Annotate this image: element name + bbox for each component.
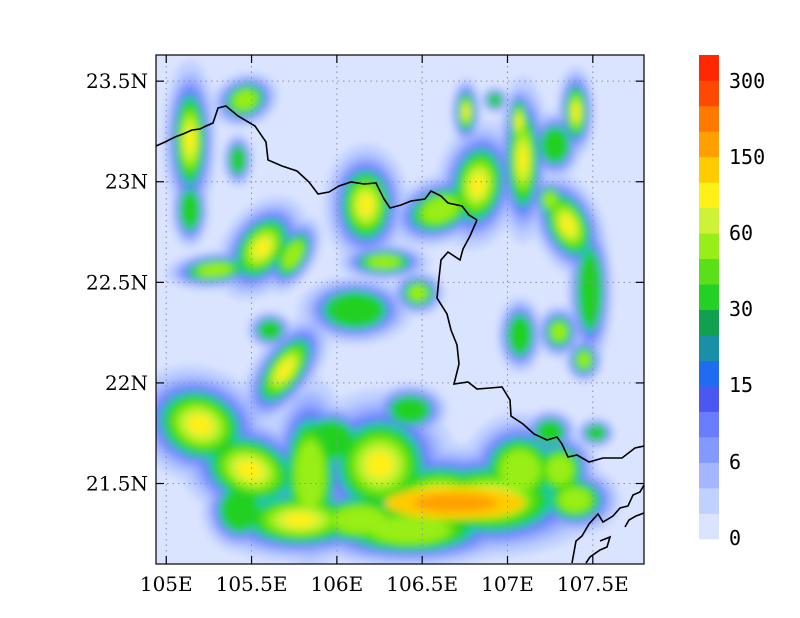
- lat-tick-label: 21.5N: [86, 472, 148, 496]
- colorbar-swatch: [699, 156, 719, 183]
- precip-contour: [541, 127, 569, 163]
- colorbar-swatch: [699, 462, 719, 489]
- colorbar-swatch: [699, 513, 719, 540]
- precip-contour: [284, 512, 316, 528]
- border-line-vietnam: [436, 219, 644, 463]
- precip-contour: [508, 316, 532, 354]
- lon-tick-label: 105E: [140, 572, 193, 596]
- coast-line-3: [585, 535, 612, 564]
- precip-contour: [188, 415, 212, 435]
- precip-contour: [470, 174, 486, 196]
- colorbar-swatch: [699, 80, 719, 107]
- precip-contour: [518, 145, 528, 175]
- precip-contour: [488, 93, 502, 107]
- colorbar-swatch: [699, 335, 719, 361]
- colorbar-swatch: [699, 309, 719, 336]
- precip-contour: [326, 292, 384, 328]
- colorbar-swatch: [699, 411, 719, 438]
- precip-contour: [198, 263, 232, 277]
- coast-line-2: [624, 512, 644, 528]
- precip-contour: [543, 192, 557, 208]
- precip-contour: [578, 252, 602, 328]
- precip-contour: [277, 360, 293, 380]
- longitude-labels: 105E 105.5E 106E 106.5E 107E 107.5E: [140, 572, 629, 596]
- precip-contour: [391, 396, 429, 424]
- colorbar-swatch: [699, 207, 719, 234]
- lon-tick-label: 107.5E: [557, 572, 629, 596]
- precip-contour: [561, 215, 575, 235]
- border-line-north: [156, 105, 478, 221]
- precip-contour: [516, 115, 522, 129]
- precip-contour: [254, 239, 270, 257]
- precip-contour: [283, 242, 303, 268]
- colorbar-label: 60: [729, 221, 753, 245]
- precip-contour: [295, 441, 325, 509]
- coast-line-1: [571, 484, 644, 564]
- plot-frame: [155, 54, 645, 565]
- country-borders: [156, 105, 644, 564]
- colorbar-label: 300: [729, 69, 765, 93]
- precip-contour: [230, 146, 246, 174]
- precip-contour: [500, 450, 540, 490]
- colorbar-swatch: [699, 360, 719, 387]
- precip-contour: [237, 460, 263, 480]
- colorbar-swatch: [699, 437, 719, 463]
- colorbar-label: 15: [729, 373, 753, 397]
- precip-contour: [221, 489, 259, 531]
- precip-contour: [185, 126, 195, 154]
- colorbar-swatch: [699, 233, 719, 260]
- lat-tick-label: 23.5N: [86, 69, 148, 93]
- colorbar-swatch: [699, 182, 719, 209]
- colorbar-label: 30: [729, 297, 753, 321]
- colorbar-swatch: [699, 131, 719, 158]
- precip-contour: [233, 90, 257, 110]
- precip-contour: [258, 320, 282, 340]
- colorbar-label: 0: [729, 526, 741, 550]
- lon-tick-label: 105.5E: [216, 572, 288, 596]
- colorbar-swatch: [699, 105, 719, 132]
- graticule: [156, 55, 644, 564]
- precip-core: [413, 494, 497, 512]
- lon-tick-label: 107E: [481, 572, 534, 596]
- colorbar-label: 150: [729, 145, 765, 169]
- lat-tick-label: 22.5N: [86, 270, 148, 294]
- colorbar-label: 6: [729, 450, 741, 474]
- precip-contour: [180, 191, 200, 229]
- lon-tick-label: 106.5E: [386, 572, 458, 596]
- latitude-labels: 23.5N 23N 22.5N 22N 21.5N: [86, 69, 148, 495]
- colorbar-swatch: [699, 488, 719, 514]
- precip-contour: [367, 452, 393, 478]
- precip-contour: [368, 255, 400, 269]
- precip-contour: [586, 425, 606, 441]
- colorbar-swatch: [699, 258, 719, 285]
- lat-tick-label: 23N: [105, 170, 148, 194]
- precip-contour: [408, 285, 428, 301]
- precip-contour: [371, 517, 449, 543]
- colorbar-swatch: [699, 386, 719, 412]
- lon-tick-label: 106E: [310, 572, 363, 596]
- axis-ticks: [156, 55, 644, 564]
- precip-contour: [547, 455, 573, 485]
- precip-contour: [358, 194, 374, 216]
- precip-contour: [559, 488, 591, 512]
- precip-contour: [572, 104, 580, 120]
- precip-contour: [577, 352, 591, 368]
- precip-contour: [463, 106, 469, 118]
- colorbar-swatch: [699, 284, 719, 311]
- colorbar-swatch: [699, 55, 719, 81]
- precipitation-contours: [156, 60, 621, 564]
- colorbar: [699, 55, 719, 540]
- lat-tick-label: 22N: [105, 371, 148, 395]
- precip-contour: [551, 322, 567, 342]
